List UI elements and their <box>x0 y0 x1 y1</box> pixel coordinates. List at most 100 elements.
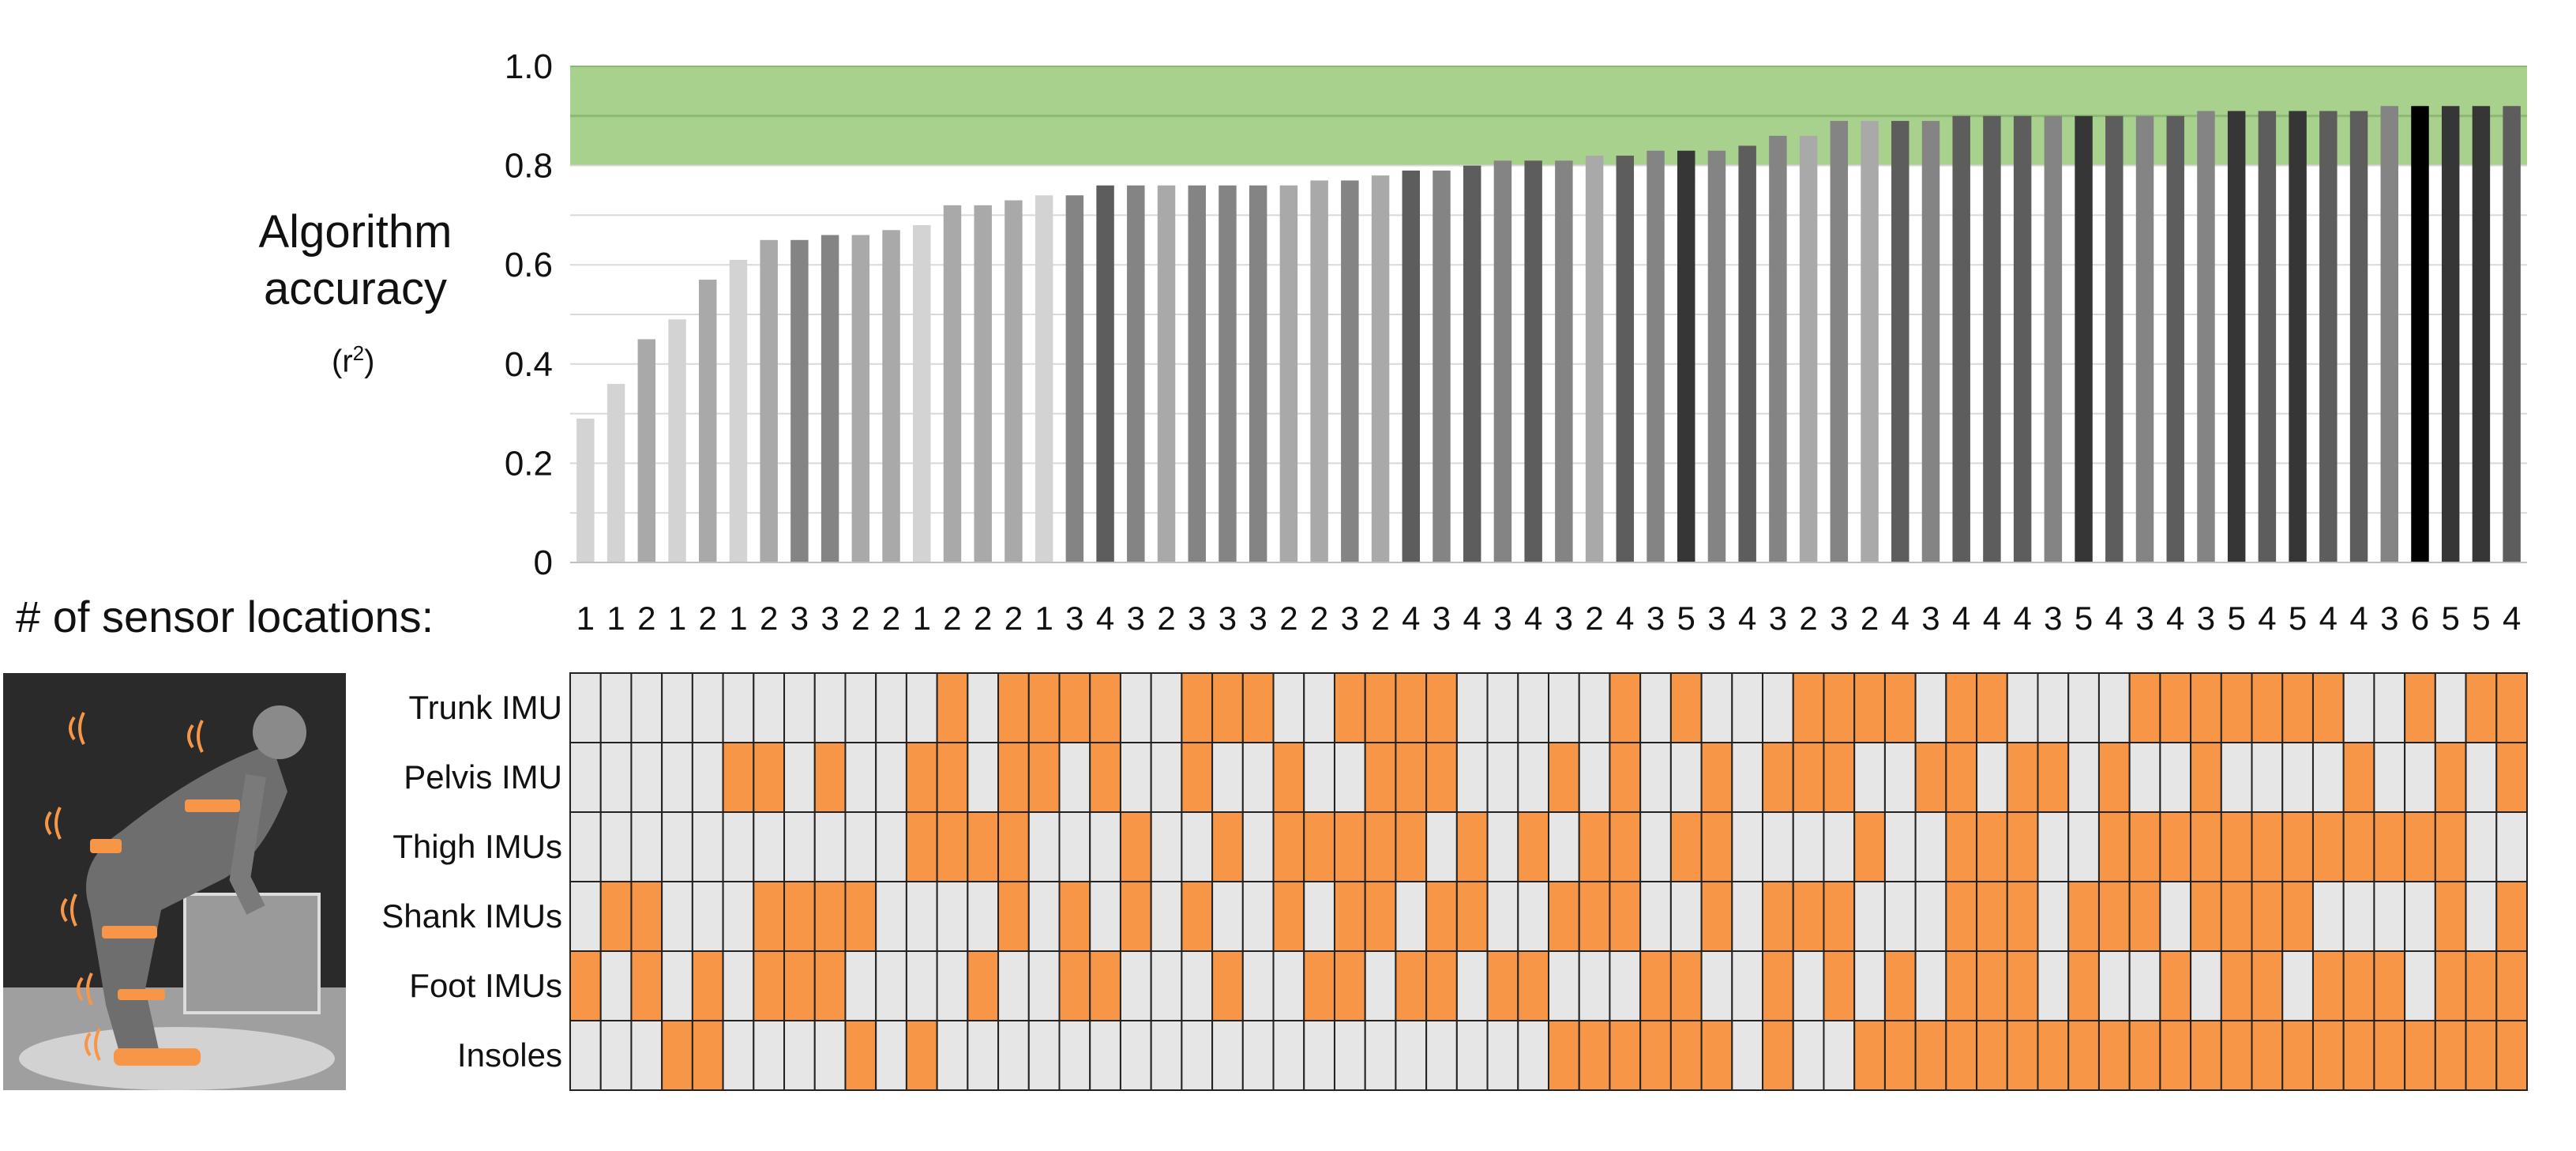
matrix-cell <box>722 811 755 882</box>
sensor-count-label: 4 <box>1952 600 1970 637</box>
matrix-cell <box>2159 742 2192 813</box>
matrix-cell <box>1976 1020 2008 1091</box>
matrix-cell <box>2128 672 2161 743</box>
sensor-count-label: 3 <box>1219 600 1237 637</box>
matrix-cell <box>875 672 907 743</box>
sensor-count-label: 3 <box>2135 600 2154 637</box>
row-label-pelvis-imu: Pelvis IMU <box>404 758 562 796</box>
matrix-cell <box>2465 950 2498 1021</box>
matrix-cell <box>1883 1020 1917 1091</box>
matrix-cell <box>813 811 847 882</box>
matrix-cell <box>1119 1020 1152 1091</box>
bar <box>1065 195 1084 562</box>
matrix-cell <box>875 742 907 813</box>
sensor-count-label: 5 <box>2442 600 2460 637</box>
matrix-cell <box>1914 950 1947 1021</box>
matrix-cell <box>1333 1020 1366 1091</box>
matrix-cell <box>753 672 786 743</box>
matrix-cell <box>1272 811 1305 882</box>
sensor-count-label: 4 <box>1463 600 1481 637</box>
matrix-cell <box>1792 672 1825 743</box>
matrix-cell <box>1181 742 1214 813</box>
matrix-cell <box>1211 1020 1244 1091</box>
bar <box>1799 135 1818 563</box>
matrix-cell <box>1272 672 1305 743</box>
matrix-cell <box>2311 672 2345 743</box>
matrix-cell <box>1333 811 1366 882</box>
row-label-foot-imus: Foot IMUs <box>409 967 562 1004</box>
bar <box>2227 111 2246 562</box>
matrix-cell <box>1945 950 1978 1021</box>
matrix-cell <box>2067 742 2100 813</box>
matrix-cell <box>2281 672 2314 743</box>
matrix-cell <box>783 1020 816 1091</box>
matrix-cell <box>2281 742 2314 813</box>
bar <box>699 280 717 562</box>
bar <box>1157 185 1176 562</box>
matrix-cell <box>1333 672 1366 743</box>
matrix-cell <box>753 950 786 1021</box>
matrix-cell <box>1058 1020 1091 1091</box>
matrix-cell <box>1425 881 1458 952</box>
bar <box>882 230 900 562</box>
matrix-cell <box>2006 811 2039 882</box>
matrix-cell <box>783 950 816 1021</box>
y-tick-label: 1.0 <box>505 47 553 86</box>
sensor-count-label: 1 <box>1035 600 1053 637</box>
bar <box>1952 115 1970 563</box>
matrix-cell <box>813 1020 847 1091</box>
matrix-cell <box>1883 950 1917 1021</box>
matrix-cell <box>2373 950 2406 1021</box>
matrix-cell <box>813 742 847 813</box>
matrix-cell <box>813 881 847 952</box>
matrix-cell <box>569 672 602 743</box>
matrix-cell <box>1211 742 1244 813</box>
bar <box>1830 121 1849 562</box>
matrix-cell <box>997 811 1030 882</box>
sensor-matrix <box>569 672 2528 1091</box>
matrix-cell <box>1548 881 1580 952</box>
sensor-count-label: 3 <box>1647 600 1665 637</box>
matrix-cell <box>875 811 907 882</box>
matrix-cell <box>1792 742 1825 813</box>
matrix-cell <box>599 881 633 952</box>
row-label-trunk-imu: Trunk IMU <box>408 689 562 726</box>
matrix-cell <box>2128 1020 2161 1091</box>
matrix-cell <box>997 1020 1030 1091</box>
matrix-cell <box>2465 1020 2498 1091</box>
sensor-count-label: 3 <box>1555 600 1573 637</box>
matrix-cell <box>1762 742 1794 813</box>
matrix-cell <box>2495 811 2528 882</box>
matrix-cell <box>2373 742 2406 813</box>
matrix-cell <box>1486 1020 1519 1091</box>
matrix-cell <box>2251 672 2284 743</box>
sensor-count-label: 3 <box>1707 600 1725 637</box>
matrix-cell <box>1945 881 1978 952</box>
matrix-cell <box>2097 1020 2131 1091</box>
matrix-cell <box>905 672 938 743</box>
matrix-cell <box>1364 1020 1397 1091</box>
matrix-cell <box>1119 881 1152 952</box>
bar <box>1004 200 1023 562</box>
sensor-count-label: 4 <box>1891 600 1909 637</box>
matrix-cell <box>2495 881 2528 952</box>
matrix-cell <box>1823 672 1856 743</box>
matrix-cell <box>2404 672 2436 743</box>
matrix-cell <box>1853 742 1886 813</box>
matrix-cell <box>2281 950 2314 1021</box>
matrix-cell <box>1364 881 1397 952</box>
matrix-cell <box>2342 672 2375 743</box>
matrix-cell <box>2495 950 2528 1021</box>
matrix-cell <box>1395 672 1428 743</box>
bar <box>913 224 931 562</box>
matrix-cell <box>1486 742 1519 813</box>
matrix-cell <box>1364 672 1397 743</box>
matrix-cell <box>2281 811 2314 882</box>
matrix-cell <box>1914 672 1947 743</box>
matrix-cell <box>1058 672 1091 743</box>
matrix-cell <box>1333 881 1366 952</box>
matrix-cell <box>2311 742 2345 813</box>
sensor-count-label: 4 <box>2166 600 2184 637</box>
matrix-cell <box>2037 811 2070 882</box>
matrix-cell <box>2006 672 2039 743</box>
